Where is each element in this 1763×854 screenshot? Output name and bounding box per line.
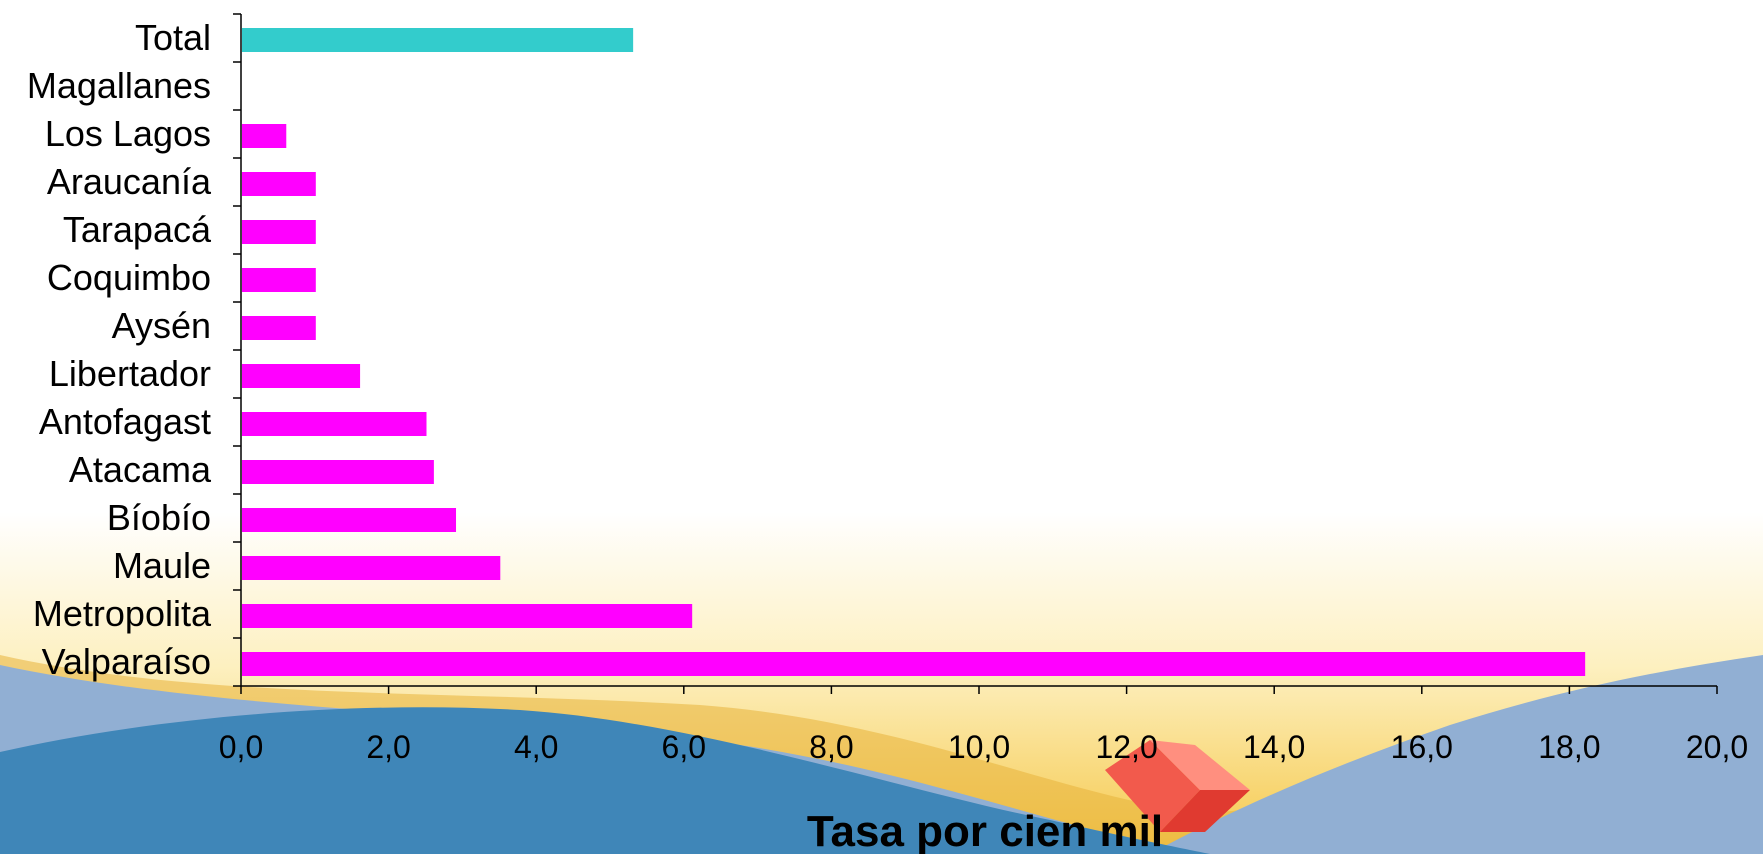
category-label: Bíobío xyxy=(107,497,211,538)
category-label: Libertador xyxy=(49,353,211,394)
bar-metropolita xyxy=(242,604,693,628)
category-label: Total xyxy=(135,17,211,58)
x-tick-label: 8,0 xyxy=(809,729,853,765)
category-label: Aysén xyxy=(112,305,211,346)
x-tick-label: 20,0 xyxy=(1686,729,1748,765)
plot-area xyxy=(242,28,1586,676)
y-axis: Total Magallanes Los Lagos Araucanía Tarapac… xyxy=(27,13,242,687)
category-label: Maule xyxy=(113,545,211,586)
bar-maule xyxy=(242,556,501,580)
bar-libertador xyxy=(242,364,361,388)
bar-tarapac- xyxy=(242,220,316,244)
x-tick-label: 2,0 xyxy=(366,729,410,765)
x-tick-label: 6,0 xyxy=(662,729,706,765)
category-label: Atacama xyxy=(69,449,212,490)
bar-los-lagos xyxy=(242,124,287,148)
x-tick-label: 0,0 xyxy=(219,729,263,765)
x-tick-label: 12,0 xyxy=(1095,729,1157,765)
x-axis: 0,0 2,0 4,0 6,0 8,0 10,0 12,0 14,0 16,0 18,0 20,0 xyxy=(219,685,1748,765)
bar-antofagast xyxy=(242,412,427,436)
category-label: Magallanes xyxy=(27,65,211,106)
x-tick-label: 4,0 xyxy=(514,729,558,765)
bar-valpara-so xyxy=(242,652,1586,676)
cube-logo xyxy=(1105,740,1250,832)
bar-atacama xyxy=(242,460,434,484)
category-label: Los Lagos xyxy=(45,113,211,154)
bar-araucan-a xyxy=(242,172,316,196)
category-label: Coquimbo xyxy=(47,257,211,298)
bar-ays-n xyxy=(242,316,316,340)
bar-total xyxy=(242,28,634,52)
x-tick-label: 14,0 xyxy=(1243,729,1305,765)
category-label: Valparaíso xyxy=(42,641,211,682)
category-label: Araucanía xyxy=(47,161,212,202)
bar-b-ob-o xyxy=(242,508,457,532)
category-label: Antofagast xyxy=(39,401,211,442)
category-label: Metropolita xyxy=(33,593,212,634)
x-tick-label: 18,0 xyxy=(1538,729,1600,765)
bar-coquimbo xyxy=(242,268,316,292)
category-label: Tarapacá xyxy=(63,209,212,250)
x-tick-label: 10,0 xyxy=(948,729,1010,765)
x-tick-label: 16,0 xyxy=(1391,729,1453,765)
x-axis-title: Tasa por cien mil xyxy=(807,807,1163,854)
